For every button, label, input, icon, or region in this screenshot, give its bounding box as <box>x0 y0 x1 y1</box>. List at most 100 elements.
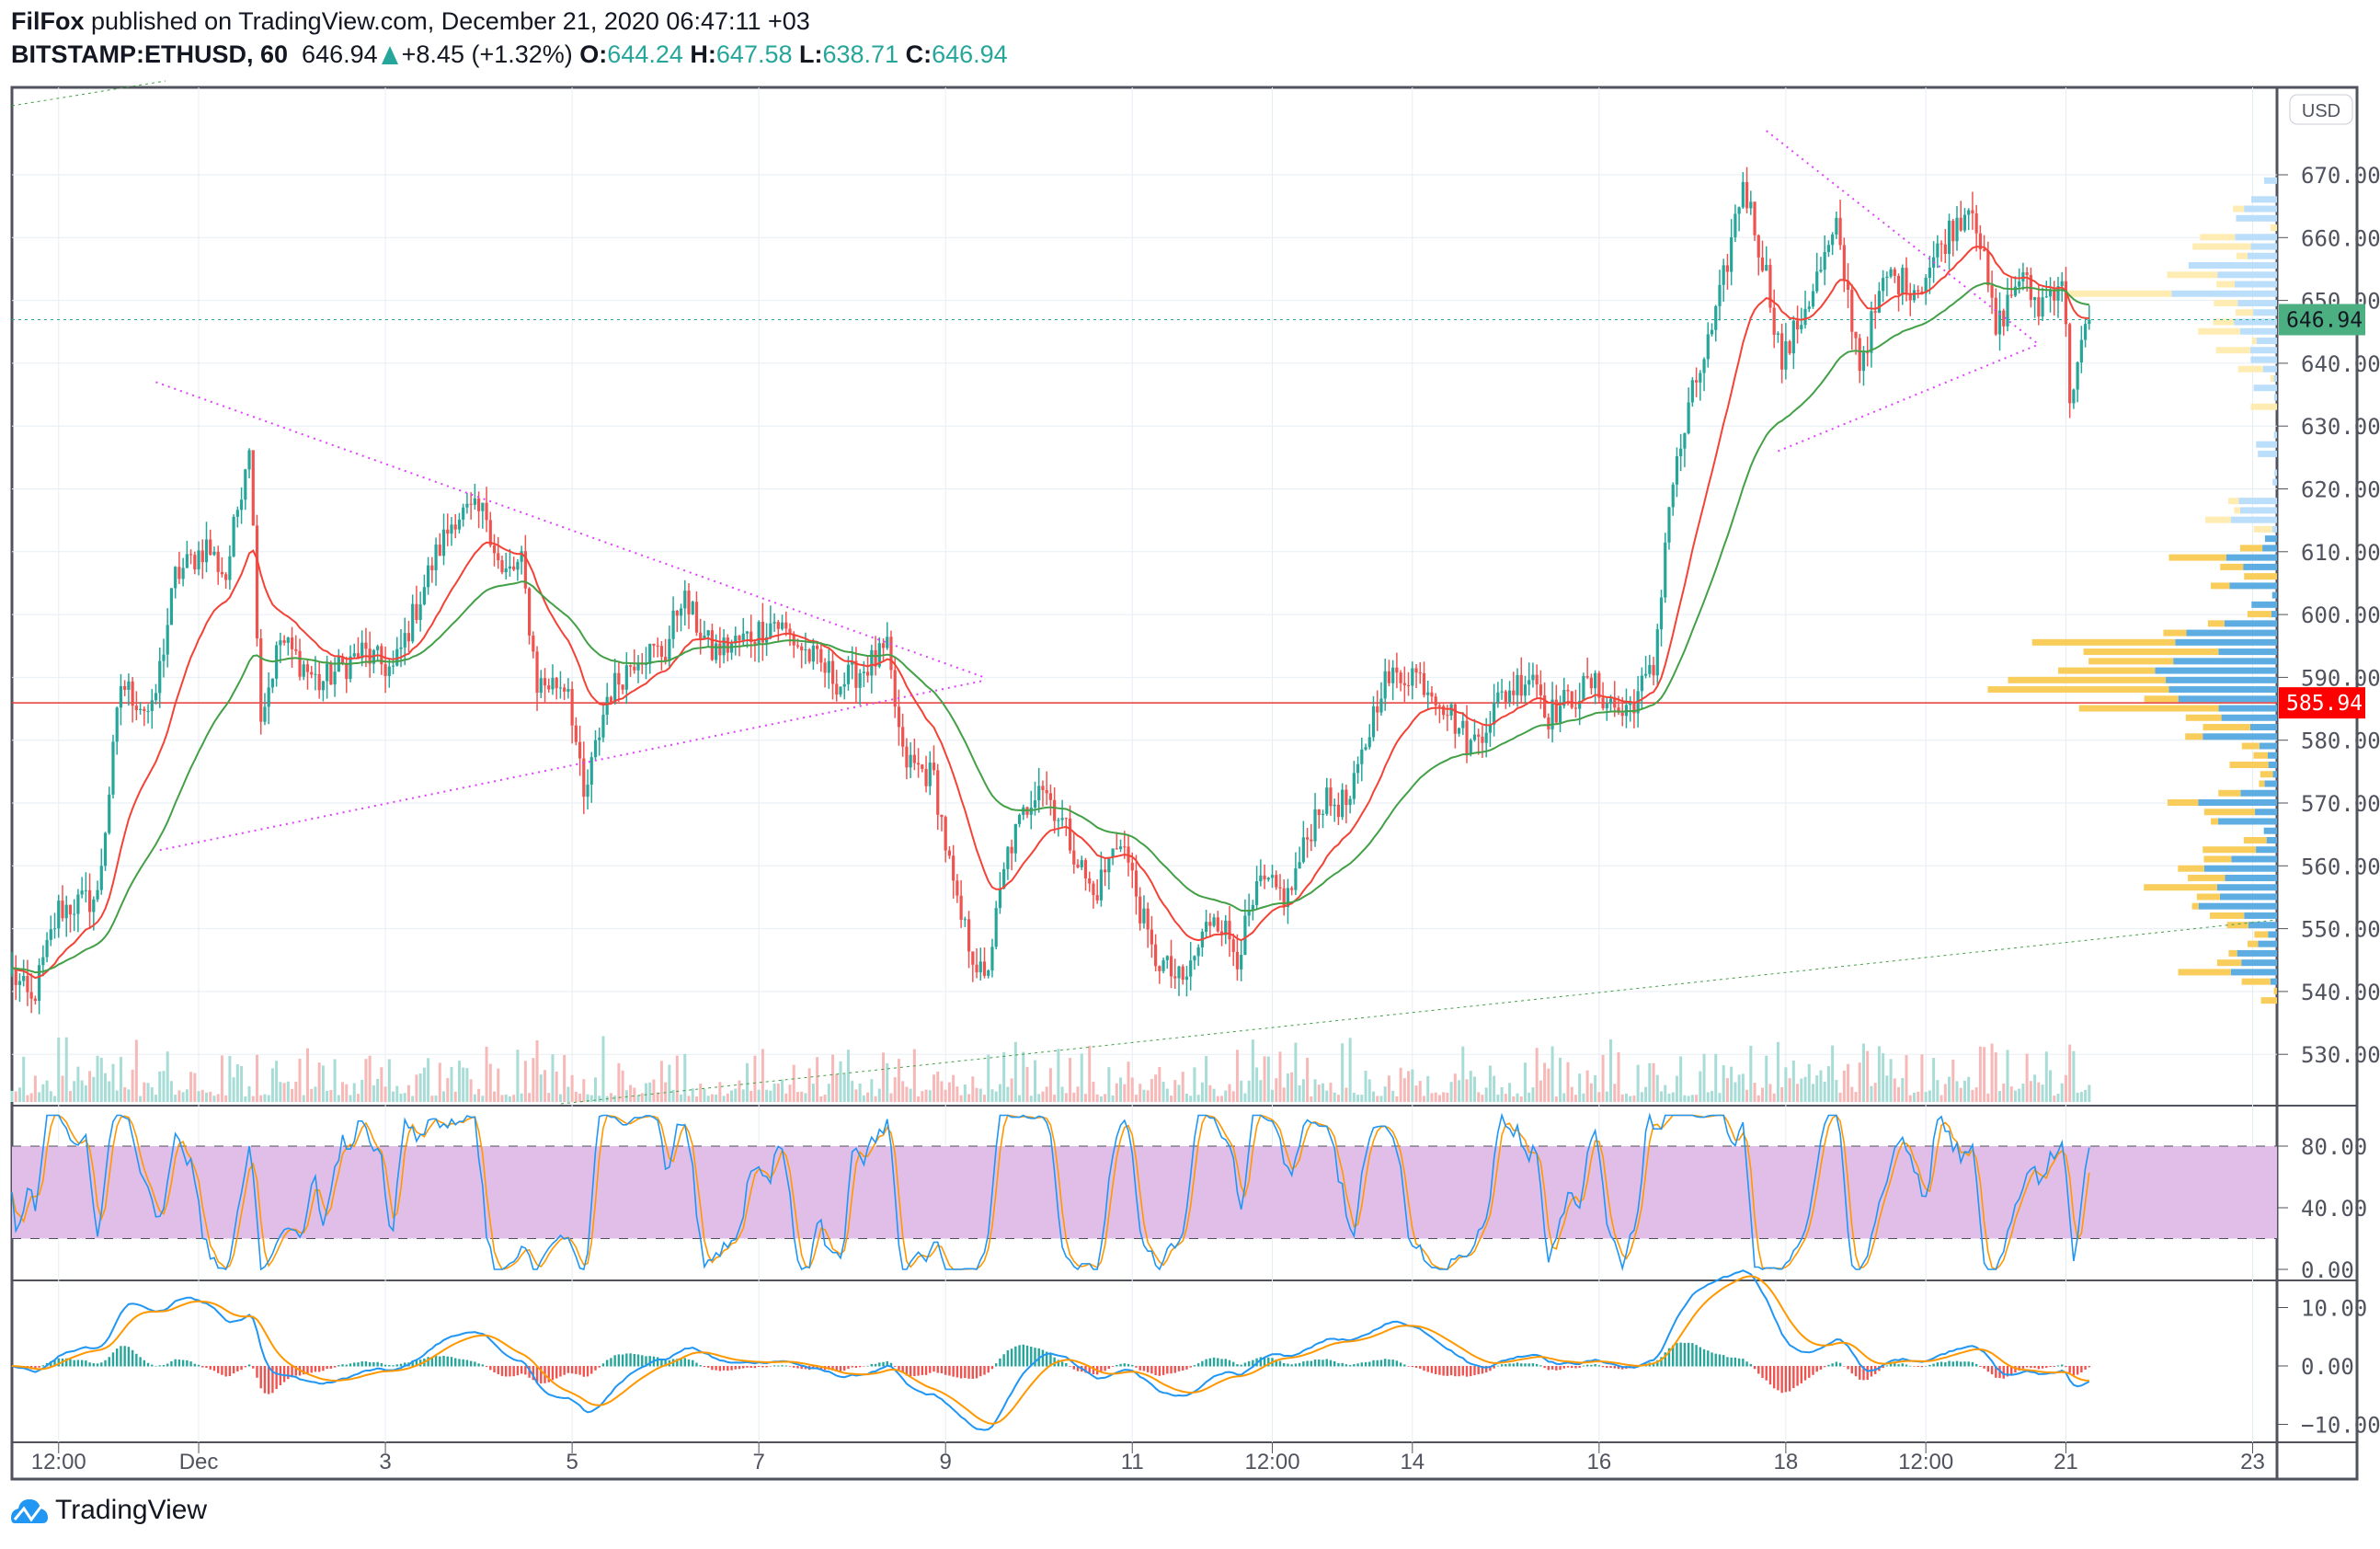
macd-histogram-bar <box>1076 1366 1080 1371</box>
volume-bar <box>1481 1095 1484 1102</box>
macd-histogram-bar <box>1859 1366 1861 1380</box>
macd-tick-label: 10.00 <box>2301 1296 2367 1322</box>
macd-histogram-bar <box>287 1366 290 1380</box>
candle-body <box>224 574 228 580</box>
volume-bar <box>1620 1094 1624 1102</box>
candle-body <box>1111 848 1115 857</box>
stoch-d-line <box>11 1114 2090 1270</box>
volume-bar <box>2037 1082 2041 1102</box>
candle-body <box>1017 814 1022 824</box>
macd-histogram-bar <box>1835 1361 1838 1367</box>
macd-histogram-bar <box>742 1366 745 1369</box>
macd-histogram-bar <box>256 1366 258 1378</box>
macd-histogram-bar <box>1505 1364 1507 1367</box>
candle-body <box>659 646 664 658</box>
candle-body <box>1092 883 1095 896</box>
volume-profile-up-bar <box>2256 846 2277 854</box>
candle-body <box>1784 341 1788 370</box>
volume-bar <box>244 1096 247 1102</box>
candle-body <box>959 895 963 920</box>
candle-body <box>1648 664 1652 674</box>
volume-bar <box>2064 1074 2067 1102</box>
macd-histogram-bar <box>1177 1366 1181 1371</box>
volume-bar <box>1730 1066 1734 1102</box>
volume-bar <box>1278 1051 1282 1102</box>
volume-bar <box>715 1094 718 1102</box>
volume-profile-down-bar <box>2058 667 2156 674</box>
candle-body <box>1776 333 1780 335</box>
candle-body <box>1053 799 1057 821</box>
macd-histogram-bar <box>1208 1358 1212 1367</box>
tradingview-logo[interactable]: TradingView <box>11 1495 207 1526</box>
macd-histogram-bar <box>528 1366 531 1378</box>
volume-profile-up-bar <box>2231 855 2277 863</box>
macd-histogram-bar <box>1088 1366 1091 1374</box>
candle-body <box>17 981 22 985</box>
macd-histogram-bar <box>1672 1345 1675 1367</box>
candle-body <box>1889 269 1893 277</box>
volume-bar <box>1170 1096 1173 1102</box>
volume-bar <box>1920 1054 1924 1102</box>
macd-histogram-bar <box>1196 1363 1200 1367</box>
volume-bar <box>1609 1038 1613 1102</box>
macd-histogram-bar <box>804 1366 807 1370</box>
macd-histogram-bar <box>116 1348 119 1367</box>
macd-histogram-bar <box>1313 1360 1317 1367</box>
macd-histogram-bar <box>1784 1366 1788 1393</box>
candle-body <box>453 524 457 530</box>
candle-body <box>1270 875 1275 878</box>
volume-profile-down-bar <box>2270 374 2274 382</box>
volume-profile-down-bar <box>2167 799 2199 806</box>
volume-bar <box>232 1077 235 1102</box>
volume-bar <box>314 1086 317 1102</box>
candle-body <box>321 681 325 691</box>
candle-body <box>1341 789 1344 818</box>
macd-histogram-bar <box>364 1360 368 1367</box>
volume-bar <box>1064 1093 1068 1102</box>
macd-histogram-bar <box>772 1365 776 1367</box>
volume-bar <box>699 1084 703 1102</box>
macd-histogram-bar <box>1695 1345 1698 1367</box>
candle-body <box>1107 856 1111 873</box>
volume-bar <box>1251 1039 1254 1102</box>
volume-bar <box>134 1039 138 1102</box>
candle-body <box>76 894 80 914</box>
candle-body <box>1083 860 1088 879</box>
volume-profile-up-bar <box>2235 281 2277 288</box>
candle-body <box>1951 220 1955 242</box>
macd-histogram-bar <box>617 1354 621 1367</box>
volume-bar <box>92 1076 96 1102</box>
volume-bar <box>745 1062 749 1102</box>
volume-bar <box>1360 1095 1364 1102</box>
volume-bar <box>901 1081 905 1102</box>
candle-body <box>33 998 37 1002</box>
volume-bar <box>1045 1086 1048 1102</box>
volume-profile-down-bar <box>2271 224 2277 232</box>
candle-body <box>1235 951 1240 970</box>
volume-profile-down-bar <box>2241 978 2271 985</box>
macd-histogram-bar <box>1111 1366 1115 1367</box>
macd-histogram-bar <box>843 1366 846 1371</box>
volume-bar <box>772 1083 776 1102</box>
macd-histogram-bar <box>839 1366 842 1371</box>
volume-bar <box>1547 1068 1550 1102</box>
volume-bar <box>345 1084 349 1102</box>
candle-body <box>14 968 17 985</box>
candle-body <box>1484 732 1488 743</box>
stoch-k-line <box>11 1112 2090 1271</box>
macd-histogram-bar <box>870 1363 874 1367</box>
macd-histogram-bar <box>1298 1362 1301 1367</box>
macd-tick-label: 0.00 <box>2301 1354 2354 1380</box>
candle-body <box>870 649 874 676</box>
chart-canvas[interactable]: 530.00540.00550.00560.00570.00580.00590.… <box>0 0 2380 1490</box>
symbol-name[interactable]: BITSTAMP:ETHUSD, 60 <box>11 40 289 68</box>
macd-histogram-bar <box>174 1359 177 1367</box>
price-tick-label: 590.00 <box>2301 665 2380 691</box>
volume-profile-up-bar <box>2264 780 2277 787</box>
candle-body <box>1383 671 1387 699</box>
symbol-legend: BITSTAMP:ETHUSD, 60 646.94 +8.45 (+1.32%)… <box>11 40 1008 69</box>
macd-histogram-bar <box>1909 1365 1912 1367</box>
candle-body <box>1364 747 1367 750</box>
price-tick-label: 670.00 <box>2301 163 2380 189</box>
candle-body <box>220 571 224 575</box>
